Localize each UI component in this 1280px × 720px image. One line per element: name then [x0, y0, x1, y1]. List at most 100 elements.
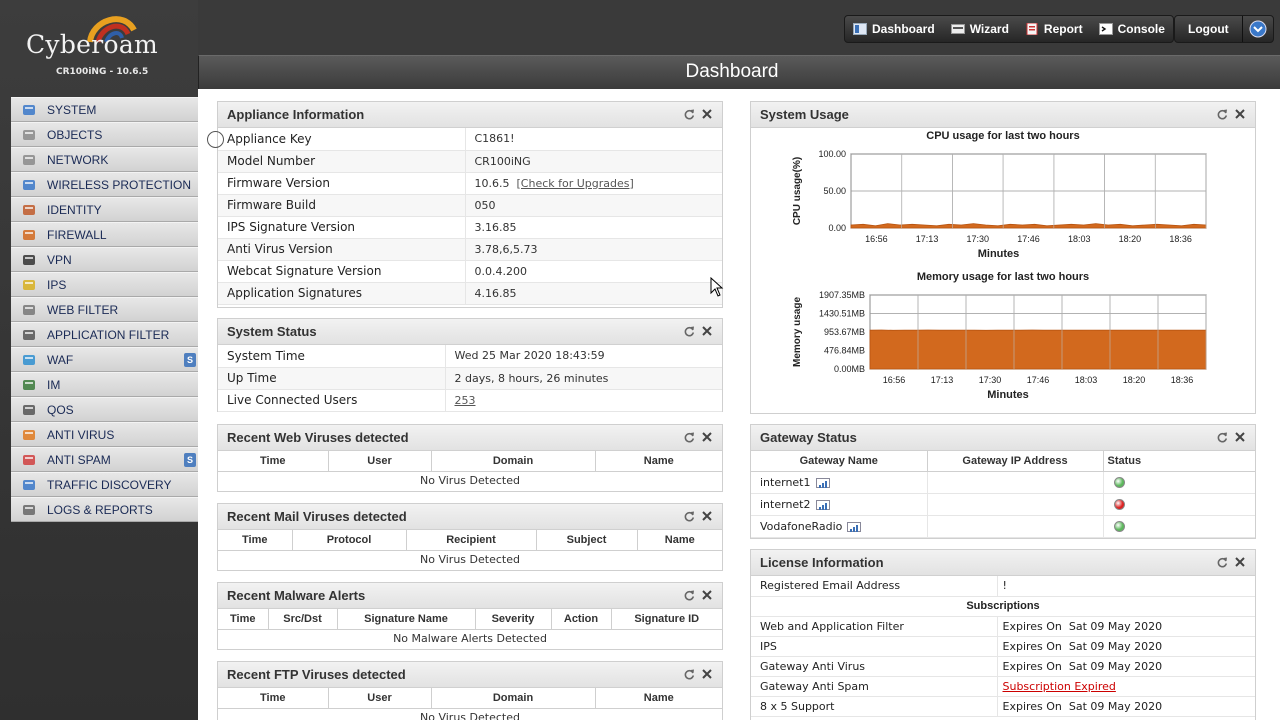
gateway-graph-icon[interactable]: [815, 499, 830, 510]
refresh-icon[interactable]: [684, 510, 695, 522]
gateway-graph-icon[interactable]: [847, 521, 862, 532]
wizard-label: Wizard: [969, 22, 1009, 36]
col-gateway-ip[interactable]: Gateway IP Address: [927, 451, 1104, 472]
panel-controls: [684, 325, 712, 337]
panel-header: System Status: [218, 319, 722, 345]
refresh-icon[interactable]: [684, 325, 695, 337]
col-status[interactable]: Status: [1103, 451, 1255, 472]
col-time[interactable]: Time: [218, 530, 293, 551]
col-time[interactable]: Time: [218, 451, 329, 472]
wizard-icon: [950, 24, 965, 34]
menu-item-label: SYSTEM: [47, 102, 97, 117]
col-protocol[interactable]: Protocol: [292, 530, 407, 551]
menu-item-ips[interactable]: IPS: [11, 272, 198, 297]
menu-item-label: OBJECTS: [47, 127, 103, 142]
panel-header: Recent Malware Alerts: [218, 583, 722, 609]
col-user[interactable]: User: [328, 688, 432, 709]
col-gateway-name[interactable]: Gateway Name: [751, 451, 928, 472]
col-name[interactable]: Name: [595, 451, 722, 472]
menu-item-anti-virus[interactable]: ANTI VIRUS: [11, 422, 198, 447]
y-tick-label: 0.00MB: [834, 364, 865, 374]
mail-viruses-panel: Recent Mail Viruses detected Time Protoc…: [217, 503, 723, 571]
col-signature-id[interactable]: Signature ID: [611, 609, 722, 630]
close-icon[interactable]: [1234, 431, 1245, 443]
subscription-expired-link[interactable]: Subscription Expired: [1002, 679, 1116, 693]
menu-item-application-filter[interactable]: APPLICATION FILTER: [11, 322, 198, 347]
menu-item-traffic-discovery[interactable]: TRAFFIC DISCOVERY: [11, 472, 198, 497]
close-icon[interactable]: [701, 589, 712, 601]
col-subject[interactable]: Subject: [536, 530, 638, 551]
col-name[interactable]: Name: [595, 688, 722, 709]
col-severity[interactable]: Severity: [475, 609, 552, 630]
menu-item-network[interactable]: NETWORK: [11, 147, 198, 172]
col-action[interactable]: Action: [551, 609, 612, 630]
refresh-icon[interactable]: [1217, 108, 1228, 120]
close-icon[interactable]: [1234, 108, 1245, 120]
col-domain[interactable]: Domain: [431, 451, 596, 472]
menu-item-system[interactable]: SYSTEM: [11, 97, 198, 122]
refresh-icon[interactable]: [684, 108, 695, 120]
refresh-icon[interactable]: [684, 668, 695, 680]
menu-item-waf[interactable]: WAF S: [11, 347, 198, 372]
firewall-icon: [21, 227, 37, 243]
x-tick-label: 16:56: [883, 375, 906, 385]
check-for-upgrades-link[interactable]: [Check for Upgrades]: [516, 176, 634, 190]
col-name[interactable]: Name: [637, 530, 722, 551]
y-tick-label: 953.67MB: [824, 327, 865, 337]
menu-item-qos[interactable]: QoS: [11, 397, 198, 422]
appliance-info-panel: Appliance Information Appliance Key C1861…: [217, 101, 723, 308]
refresh-icon[interactable]: [684, 431, 695, 443]
col-domain[interactable]: Domain: [431, 688, 596, 709]
help-dropdown-button[interactable]: [1243, 16, 1273, 42]
panel-title: System Status: [227, 324, 317, 339]
live-users-link[interactable]: 253: [454, 393, 476, 407]
close-icon[interactable]: [701, 325, 712, 337]
panel-title: License Information: [760, 555, 884, 570]
refresh-icon[interactable]: [684, 589, 695, 601]
close-icon[interactable]: [701, 668, 712, 680]
refresh-icon[interactable]: [1217, 431, 1228, 443]
menu-item-anti-spam[interactable]: ANTI SPAM S: [11, 447, 198, 472]
col-time[interactable]: Time: [218, 609, 269, 630]
mail-viruses-table: Time Protocol Recipient Subject Name No …: [218, 530, 722, 568]
report-button[interactable]: Report: [1017, 16, 1091, 42]
col-recipient[interactable]: Recipient: [406, 530, 537, 551]
appliance-value-text: 0.0.4.200: [474, 264, 527, 278]
console-button[interactable]: Console: [1091, 16, 1173, 42]
col-time[interactable]: Time: [218, 688, 329, 709]
close-icon[interactable]: [1234, 556, 1245, 568]
wizard-button[interactable]: Wizard: [943, 16, 1017, 42]
refresh-icon[interactable]: [1217, 556, 1228, 568]
console-label: Console: [1117, 22, 1165, 36]
license-row: IPS Expires On Sat 09 May 2020: [751, 636, 1255, 657]
logo-swoosh-icon: [87, 16, 137, 43]
page-title: Dashboard: [685, 61, 779, 82]
logout-button[interactable]: Logout: [1175, 16, 1243, 42]
menu-item-wireless-protection[interactable]: WIRELESS PROTECTION: [11, 172, 198, 197]
appliance-label: Appliance Key: [218, 128, 465, 151]
gateway-graph-icon[interactable]: [815, 477, 830, 488]
close-icon[interactable]: [701, 431, 712, 443]
appliance-value-text: CR100iNG: [474, 154, 531, 168]
status-value: 2 days, 8 hours, 26 minutes: [444, 367, 722, 390]
network-icon: [21, 152, 37, 168]
mouse-pointer-icon: [710, 277, 724, 297]
menu-item-im[interactable]: IM: [11, 372, 198, 397]
col-user[interactable]: User: [328, 451, 432, 472]
menu-item-firewall[interactable]: FIREWALL: [11, 222, 198, 247]
menu-item-logs-reports[interactable]: LOGS & REPORTS: [11, 497, 198, 522]
license-label: IPS: [751, 636, 998, 657]
menu-item-objects[interactable]: OBJECTS: [11, 122, 198, 147]
col-signature-name[interactable]: Signature Name: [337, 609, 476, 630]
menu-item-web-filter[interactable]: WEB FILTER: [11, 297, 198, 322]
license-label: Registered Email Address: [751, 576, 998, 597]
menu-item-identity[interactable]: IDENTITY: [11, 197, 198, 222]
x-axis-title: Minutes: [987, 389, 1029, 401]
close-icon[interactable]: [701, 510, 712, 522]
close-icon[interactable]: [701, 108, 712, 120]
cyberoam-logo[interactable]: Cyberoam CR100iNG - 10.6.5: [22, 12, 172, 82]
ftp-viruses-panel: Recent FTP Viruses detected Time User Do…: [217, 661, 723, 720]
dashboard-button[interactable]: Dashboard: [845, 16, 943, 42]
col-src-dst[interactable]: Src/Dst: [268, 609, 338, 630]
menu-item-vpn[interactable]: VPN: [11, 247, 198, 272]
